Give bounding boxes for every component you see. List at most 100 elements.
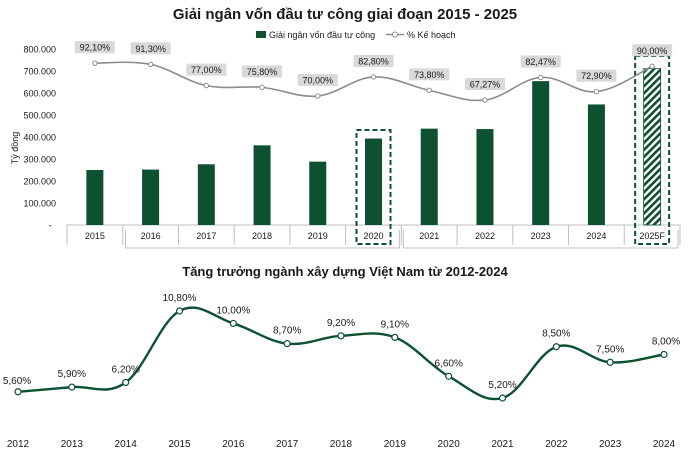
- percent-plan-labels: 92,10% 91,30% 77,00% 75,80% 70,00% 82,80% 73,8…: [74, 41, 673, 91]
- percent-label-box-2024: [576, 69, 617, 82]
- growth-point-2021: [498, 394, 507, 402]
- period-bracket-2016-2020: [125, 230, 400, 249]
- percent-label-box-2019: [297, 74, 338, 86]
- bar-2020: [365, 138, 382, 225]
- growth-point-2018: [337, 332, 345, 340]
- percent-label-2021: 73,80%: [414, 70, 445, 80]
- bottom-x-tick-2012: 2012: [7, 439, 30, 450]
- bar-2022: [476, 129, 494, 225]
- top-y-tick-label: 700.000: [23, 67, 56, 77]
- percent-plan-point-2023: [537, 74, 544, 81]
- growth-label-2022: 8,50%: [542, 329, 570, 340]
- percent-plan-point-2025f: [649, 63, 655, 69]
- growth-label-2014: 6,20%: [111, 364, 139, 375]
- bar-2023: [532, 81, 550, 226]
- legend-bar-label: Giải ngân vốn đầu tư công: [269, 30, 375, 40]
- percent-label-box-2020: [353, 54, 394, 67]
- top-x-tick-2015: 2015: [85, 231, 105, 241]
- growth-label-2023: 7,50%: [596, 344, 624, 355]
- percent-label-box-2021: [409, 68, 450, 81]
- investment-chart: Giải ngân vốn đầu tư công giai đoạn 2015…: [10, 6, 681, 249]
- top-y-tick-label: 600.000: [23, 89, 56, 99]
- growth-label-2024: 8,00%: [652, 337, 680, 348]
- percent-label-2023: 82,47%: [525, 57, 556, 67]
- top-chart-title: Giải ngân vốn đầu tư công giai đoạn 2015…: [173, 6, 517, 23]
- bottom-x-tick-2023: 2023: [599, 439, 622, 450]
- percent-plan-point-2017: [203, 82, 210, 89]
- top-x-tick-2020: 2020: [363, 231, 383, 241]
- bottom-x-tick-2015: 2015: [168, 439, 191, 450]
- bottom-x-tick-2017: 2017: [276, 439, 299, 450]
- percent-plan-point-2022: [482, 97, 488, 103]
- growth-point-2023: [606, 358, 614, 366]
- bar-2025f: [643, 68, 662, 226]
- percent-plan-point-2024: [593, 88, 600, 95]
- percent-label-2017: 77,00%: [191, 65, 222, 75]
- percent-plan-point-2019: [315, 93, 321, 99]
- percent-label-2015: 92,10%: [80, 43, 111, 53]
- growth-point-2024: [660, 350, 668, 359]
- bottom-x-tick-2021: 2021: [491, 439, 514, 450]
- growth-series: [14, 306, 668, 402]
- bottom-x-tick-2013: 2013: [61, 439, 84, 450]
- top-y-tick-label: -: [49, 221, 52, 231]
- growth-point-2012: [14, 388, 22, 396]
- top-y-tick-label: 400.000: [23, 133, 56, 143]
- bottom-x-tick-2014: 2014: [115, 439, 138, 450]
- percent-label-2016: 91,30%: [135, 44, 166, 54]
- bar-2018: [253, 145, 271, 225]
- top-x-axis: [66, 224, 681, 249]
- top-chart-legend: Giải ngân vốn đầu tư công % Kế hoạch: [256, 30, 456, 40]
- bottom-x-tick-2022: 2022: [545, 439, 568, 450]
- legend-line-label: % Kế hoạch: [407, 30, 456, 40]
- percent-label-2024: 72,90%: [581, 71, 612, 81]
- top-x-tick-2022: 2022: [475, 231, 495, 241]
- top-x-tick-2016: 2016: [141, 231, 161, 241]
- bar-2019: [309, 161, 327, 225]
- percent-label-2019: 70,00%: [303, 76, 334, 86]
- percent-label-box-2023: [520, 55, 561, 68]
- top-x-tick-2017: 2017: [196, 231, 216, 241]
- growth-label-2018: 9,20%: [327, 318, 355, 329]
- growth-point-2019: [391, 333, 399, 342]
- growth-label-2015: 10,80%: [163, 293, 197, 304]
- growth-point-2016: [229, 319, 237, 328]
- legend-line-marker: [392, 31, 398, 38]
- bar-series: [86, 68, 662, 226]
- growth-point-2022: [552, 343, 560, 351]
- bottom-x-axis-ticks: 2012 2013 2014 2015 2016 2017 2018 2019 2020 2021…: [7, 439, 676, 450]
- top-y-axis-ticks: - 100.000 200.000 300.000 400.000 500.000 600.…: [23, 45, 56, 231]
- percent-label-2025f: 90,00%: [637, 46, 668, 56]
- percent-label-2018: 75,80%: [247, 67, 278, 77]
- percent-label-2020: 82,80%: [358, 56, 389, 66]
- top-x-tick-2024: 2024: [586, 231, 606, 241]
- percent-label-box-2015: [74, 41, 115, 54]
- bottom-chart-title: Tăng trưởng ngành xây dựng Việt Nam từ 2…: [182, 264, 508, 279]
- top-x-tick-2019: 2019: [308, 231, 328, 241]
- bar-2016: [142, 169, 160, 225]
- legend-bar-swatch: [256, 31, 266, 38]
- growth-label-2019: 9,10%: [381, 319, 409, 330]
- top-y-tick-label: 300.000: [23, 155, 56, 165]
- growth-label-2020: 6,60%: [434, 358, 462, 369]
- growth-point-2015: [175, 307, 184, 315]
- growth-point-2013: [68, 383, 76, 391]
- percent-plan-point-2021: [426, 87, 432, 94]
- percent-label-box-2025f: [632, 44, 673, 57]
- top-y-tick-label: 800.000: [23, 45, 56, 55]
- percent-plan-point-2018: [259, 84, 265, 91]
- growth-point-2014: [122, 378, 130, 387]
- highlight-frames: [355, 55, 671, 245]
- percent-plan-point-2020: [370, 74, 377, 80]
- growth-label-2013: 5,90%: [58, 369, 86, 380]
- top-x-tick-2025f: 2025F: [639, 231, 665, 241]
- bar-2024: [587, 104, 605, 225]
- growth-label-2016: 10,00%: [216, 305, 250, 316]
- percent-label-box-2016: [130, 42, 171, 55]
- percent-label-2022: 67,27%: [470, 80, 501, 90]
- bottom-x-tick-2024: 2024: [653, 439, 676, 450]
- bar-2017: [197, 164, 215, 225]
- percent-plan-point-2015: [92, 60, 98, 66]
- construction-growth-chart: Tăng trưởng ngành xây dựng Việt Nam từ 2…: [3, 264, 680, 450]
